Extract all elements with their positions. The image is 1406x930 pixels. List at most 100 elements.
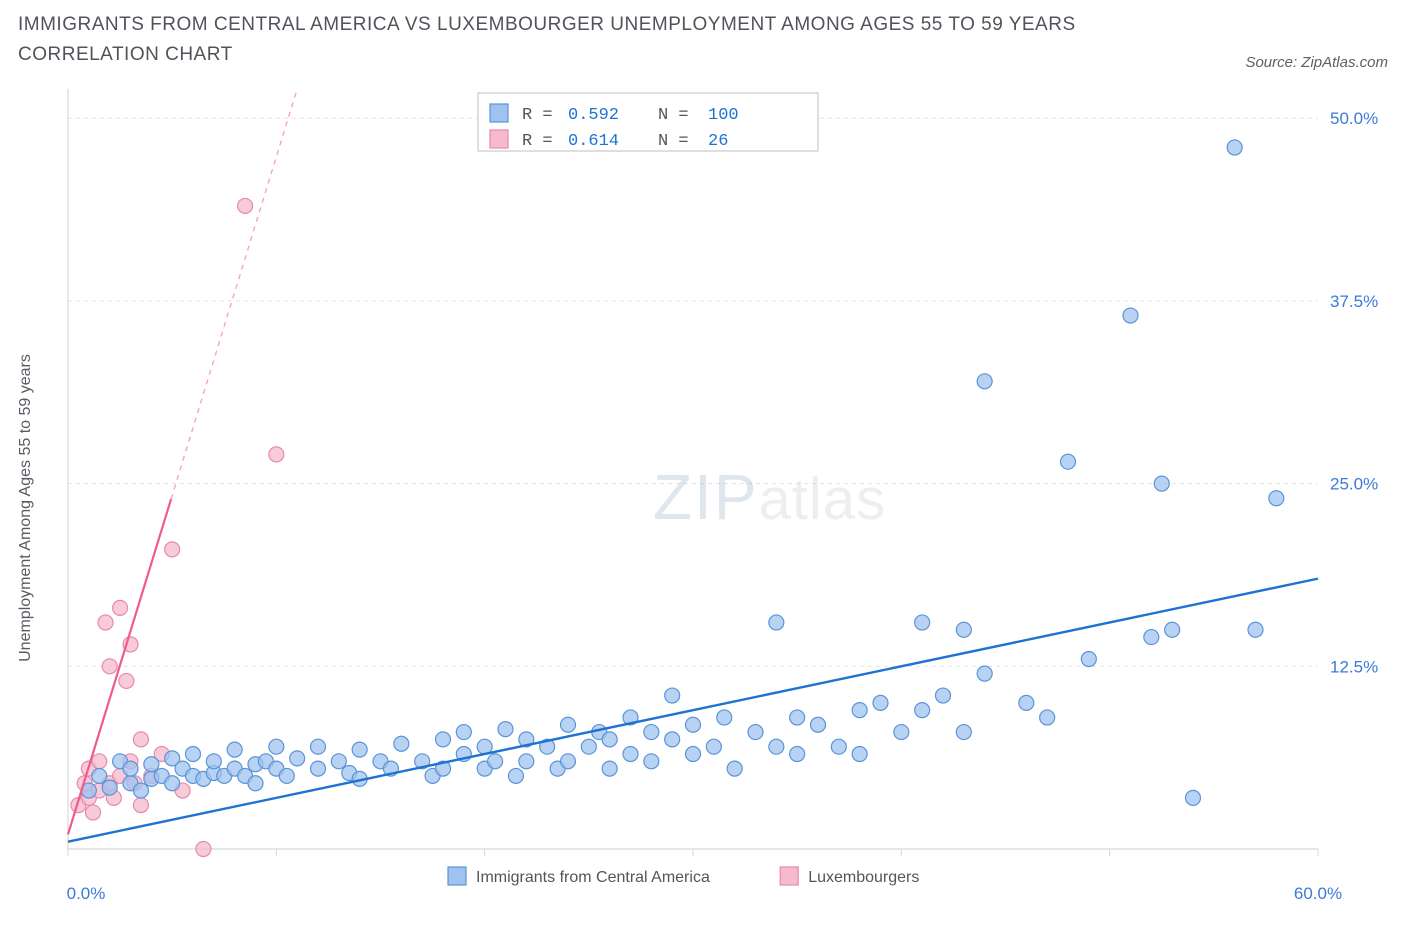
point-central-america: [1019, 695, 1034, 710]
stats-n-value: 100: [708, 106, 739, 125]
point-central-america: [1040, 710, 1055, 725]
point-central-america: [1165, 622, 1180, 637]
point-central-america: [508, 768, 523, 783]
point-central-america: [311, 761, 326, 776]
point-central-america: [1227, 140, 1242, 155]
point-central-america: [144, 757, 159, 772]
point-central-america: [1061, 454, 1076, 469]
point-central-america: [915, 615, 930, 630]
point-central-america: [811, 717, 826, 732]
page-title: IMMIGRANTS FROM CENTRAL AMERICA VS LUXEM…: [18, 10, 1118, 71]
y-tick-label: 12.5%: [1330, 657, 1378, 676]
legend-swatch: [448, 867, 466, 885]
point-central-america: [227, 742, 242, 757]
point-luxembourgers: [196, 841, 211, 856]
point-central-america: [665, 688, 680, 703]
point-central-america: [102, 780, 117, 795]
point-luxembourgers: [113, 600, 128, 615]
x-tick-label: 60.0%: [1294, 884, 1342, 903]
point-central-america: [644, 754, 659, 769]
point-central-america: [769, 739, 784, 754]
point-central-america: [706, 739, 721, 754]
stats-r-value: 0.592: [568, 106, 619, 125]
trendline-luxembourgers-extrapolated: [171, 89, 297, 499]
point-central-america: [352, 742, 367, 757]
point-central-america: [519, 754, 534, 769]
y-tick-label: 37.5%: [1330, 292, 1378, 311]
point-central-america: [498, 721, 513, 736]
point-central-america: [727, 761, 742, 776]
point-central-america: [790, 746, 805, 761]
legend-swatch: [490, 130, 508, 148]
point-central-america: [936, 688, 951, 703]
point-central-america: [1269, 491, 1284, 506]
point-central-america: [790, 710, 805, 725]
point-central-america: [456, 724, 471, 739]
point-central-america: [665, 732, 680, 747]
point-central-america: [602, 732, 617, 747]
point-central-america: [331, 754, 346, 769]
stats-n-value: 26: [708, 132, 728, 151]
x-tick-label: 0.0%: [67, 884, 106, 903]
point-luxembourgers: [86, 805, 101, 820]
point-central-america: [279, 768, 294, 783]
y-tick-label: 25.0%: [1330, 474, 1378, 493]
source-label: Source: ZipAtlas.com: [1245, 54, 1388, 71]
legend-swatch: [780, 867, 798, 885]
point-central-america: [269, 739, 284, 754]
point-central-america: [206, 754, 221, 769]
point-central-america: [1123, 308, 1138, 323]
point-luxembourgers: [92, 754, 107, 769]
point-luxembourgers: [238, 198, 253, 213]
point-central-america: [436, 732, 451, 747]
stats-n-label: N =: [658, 106, 689, 125]
point-luxembourgers: [98, 615, 113, 630]
point-central-america: [561, 717, 576, 732]
point-luxembourgers: [133, 732, 148, 747]
point-central-america: [873, 695, 888, 710]
point-central-america: [186, 746, 201, 761]
point-central-america: [977, 666, 992, 681]
stats-r-label: R =: [522, 132, 553, 151]
point-central-america: [852, 702, 867, 717]
point-central-america: [290, 751, 305, 766]
point-central-america: [748, 724, 763, 739]
trendline-central-america: [68, 578, 1318, 841]
point-central-america: [248, 776, 263, 791]
point-central-america: [977, 374, 992, 389]
point-central-america: [686, 717, 701, 732]
watermark: ZIPatlas: [653, 461, 886, 533]
stats-n-label: N =: [658, 132, 689, 151]
legend-label: Luxembourgers: [808, 869, 919, 886]
chart-container: Unemployment Among Ages 55 to 59 years Z…: [18, 79, 1388, 919]
point-central-america: [915, 702, 930, 717]
point-central-america: [717, 710, 732, 725]
point-central-america: [686, 746, 701, 761]
point-luxembourgers: [133, 797, 148, 812]
y-axis-label: Unemployment Among Ages 55 to 59 years: [17, 354, 35, 662]
point-central-america: [623, 746, 638, 761]
point-central-america: [602, 761, 617, 776]
point-central-america: [894, 724, 909, 739]
point-central-america: [561, 754, 576, 769]
point-central-america: [956, 622, 971, 637]
point-luxembourgers: [119, 673, 134, 688]
stats-r-label: R =: [522, 106, 553, 125]
point-central-america: [123, 761, 138, 776]
point-central-america: [581, 739, 596, 754]
point-central-america: [92, 768, 107, 783]
point-central-america: [831, 739, 846, 754]
point-luxembourgers: [102, 659, 117, 674]
point-luxembourgers: [269, 447, 284, 462]
point-central-america: [1248, 622, 1263, 637]
point-central-america: [133, 783, 148, 798]
stats-r-value: 0.614: [568, 132, 619, 151]
point-central-america: [488, 754, 503, 769]
point-central-america: [1186, 790, 1201, 805]
point-luxembourgers: [165, 542, 180, 557]
point-central-america: [394, 736, 409, 751]
point-central-america: [852, 746, 867, 761]
scatter-chart: ZIPatlas12.5%25.0%37.5%50.0%0.0%60.0%R =…: [18, 79, 1388, 919]
legend-label: Immigrants from Central America: [476, 869, 710, 886]
point-central-america: [769, 615, 784, 630]
